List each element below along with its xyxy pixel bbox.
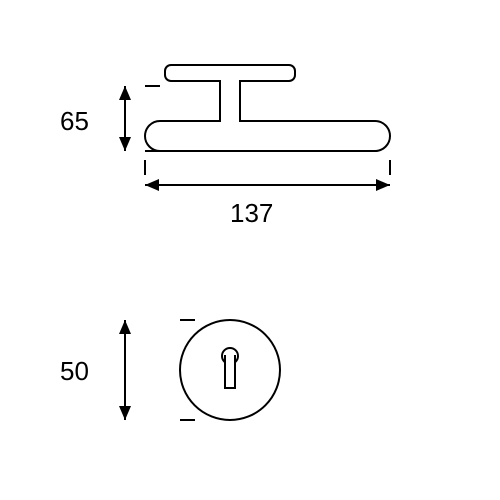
dimension-65-label: 65	[60, 106, 89, 136]
handle-stem	[220, 81, 240, 122]
dimension-137-label: 137	[230, 198, 273, 228]
dimension-50-label: 50	[60, 356, 89, 386]
door-handle	[145, 65, 390, 151]
handle-lever	[145, 121, 390, 151]
dimension-50: 50	[60, 320, 195, 420]
dimension-137: 137	[145, 160, 390, 228]
escutcheon	[180, 320, 280, 420]
handle-mounting-plate	[165, 65, 295, 81]
keyhole-slot	[225, 356, 235, 388]
